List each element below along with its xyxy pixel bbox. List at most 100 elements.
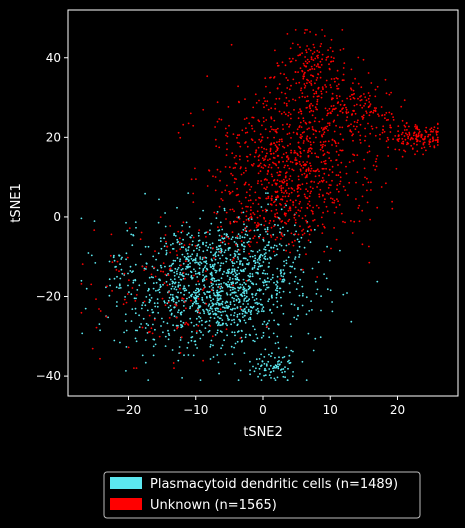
data-point — [224, 189, 227, 192]
data-point — [246, 259, 249, 261]
data-point — [135, 367, 138, 369]
data-point — [304, 96, 306, 99]
data-point — [285, 151, 288, 154]
data-point — [326, 245, 328, 248]
data-point — [376, 85, 379, 88]
data-point — [175, 250, 178, 252]
data-point — [185, 221, 188, 224]
data-point — [271, 175, 274, 178]
data-point — [312, 89, 315, 91]
data-point — [432, 137, 434, 140]
data-point — [202, 334, 205, 336]
data-point — [269, 91, 271, 94]
data-point — [173, 367, 175, 369]
data-point — [304, 176, 307, 179]
data-point — [177, 309, 180, 312]
data-point — [259, 133, 262, 136]
data-point — [242, 303, 245, 305]
data-point — [182, 238, 185, 241]
data-point — [340, 161, 343, 164]
data-point — [323, 201, 326, 203]
data-point — [283, 146, 286, 149]
data-point — [336, 97, 338, 100]
data-point — [280, 368, 283, 371]
data-point — [255, 333, 258, 336]
data-point — [243, 241, 245, 244]
data-point — [293, 216, 296, 219]
data-point — [203, 260, 206, 263]
data-point — [238, 142, 241, 145]
data-point — [269, 143, 272, 146]
data-point — [85, 287, 88, 290]
data-point — [217, 302, 220, 305]
data-point — [187, 122, 190, 125]
data-point — [350, 93, 353, 96]
data-point — [268, 163, 271, 166]
data-point — [220, 241, 222, 244]
data-point — [283, 355, 286, 358]
data-point — [170, 264, 173, 267]
data-point — [260, 353, 262, 356]
data-point — [238, 200, 241, 203]
data-point — [260, 310, 263, 312]
data-point — [252, 237, 255, 240]
data-point — [245, 117, 248, 120]
data-point — [265, 155, 267, 157]
plot-frame — [67, 9, 459, 397]
data-point — [247, 279, 249, 282]
data-point — [221, 322, 224, 325]
data-point — [187, 273, 190, 276]
data-point — [276, 179, 279, 182]
data-point — [375, 158, 378, 160]
data-point — [193, 301, 196, 304]
data-point — [313, 219, 316, 221]
data-point — [268, 249, 271, 252]
data-point — [265, 364, 268, 367]
data-point — [124, 296, 126, 298]
data-point — [267, 300, 270, 303]
data-point — [292, 201, 294, 203]
data-point — [333, 78, 336, 80]
data-point — [356, 154, 359, 157]
data-point — [108, 294, 111, 297]
data-point — [249, 334, 252, 337]
data-point — [389, 131, 392, 133]
data-point — [247, 205, 249, 208]
data-point — [370, 181, 372, 184]
data-point — [297, 308, 299, 311]
data-point — [205, 278, 208, 281]
data-point — [212, 292, 215, 294]
data-point — [301, 294, 304, 297]
data-point — [254, 221, 256, 224]
data-point — [307, 226, 310, 229]
data-point — [294, 256, 297, 258]
data-point — [341, 126, 344, 129]
data-point — [340, 149, 343, 152]
data-point — [302, 161, 305, 163]
data-point — [143, 300, 146, 303]
data-point — [230, 172, 233, 175]
data-point — [195, 302, 198, 305]
data-point — [353, 104, 356, 107]
data-point — [213, 211, 216, 214]
data-point — [167, 332, 170, 335]
data-point — [276, 87, 279, 90]
data-point — [402, 140, 405, 143]
data-point — [241, 295, 244, 298]
data-point — [358, 204, 361, 207]
data-point — [266, 173, 269, 175]
data-point — [264, 128, 267, 131]
data-point — [170, 312, 173, 315]
data-point — [394, 148, 397, 151]
data-point — [333, 119, 336, 122]
data-point — [278, 138, 281, 141]
data-point — [212, 289, 215, 292]
data-point — [296, 133, 299, 136]
data-point — [279, 231, 281, 234]
data-point — [224, 353, 227, 356]
data-point — [125, 258, 127, 261]
data-point — [273, 377, 276, 380]
data-point — [187, 255, 190, 258]
data-point — [132, 281, 135, 284]
data-point — [187, 284, 190, 287]
